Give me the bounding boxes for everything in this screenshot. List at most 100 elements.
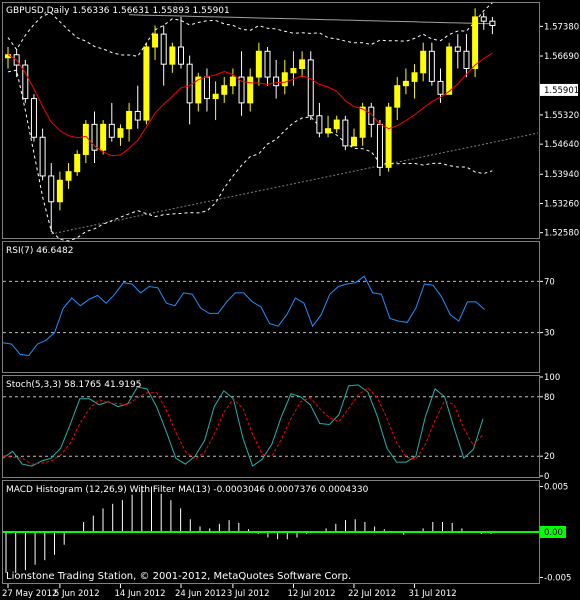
candle-body: [281, 72, 288, 87]
candle-body: [39, 136, 46, 177]
candle-body: [299, 59, 306, 69]
candle-body: [454, 46, 461, 52]
candle-body: [74, 153, 81, 173]
current-price-label: 1.55901: [544, 86, 579, 96]
candle-body: [195, 76, 202, 104]
candle-body: [307, 59, 314, 117]
candle-body: [385, 106, 392, 168]
time-tick-label: 24 Jun 2012: [175, 589, 226, 599]
candle-body: [394, 85, 401, 108]
candle-body: [100, 123, 107, 151]
candle-body: [169, 46, 176, 65]
stoch-header: Stoch(5,3,3) 58.1765 41.9195: [6, 380, 141, 390]
trend-line: [51, 132, 539, 235]
candle-body: [290, 67, 297, 74]
candle-body: [428, 50, 435, 82]
price-tick-label: 1.56690: [544, 52, 579, 62]
candle-body: [186, 63, 193, 104]
stoch-tick-label: 100: [544, 373, 560, 383]
macd-tick-label: 0.005: [544, 483, 568, 493]
main-panel-frame: [2, 2, 540, 239]
candle-body: [472, 16, 479, 69]
price-panel[interactable]: 1.57380 1.56690 1.55320 1.54640 1.53940 1.532…: [5, 2, 580, 242]
rsi-panel[interactable]: 70 30: [2, 275, 555, 357]
candle-body: [420, 50, 427, 74]
time-tick-label: 5 Jun 2012: [54, 589, 100, 599]
long-ma-line: [129, 14, 493, 25]
macd-zero-label: 0.00: [544, 528, 563, 538]
candle-body: [480, 16, 487, 22]
macd-panel[interactable]: 0.005 -0.005 0.00: [3, 483, 571, 584]
candle-body: [143, 46, 150, 121]
candle-body: [212, 93, 219, 100]
candle-body: [411, 72, 418, 82]
candle-body: [316, 115, 323, 134]
stoch-d-line: [2, 387, 484, 465]
price-tick-label: 1.55320: [544, 111, 579, 121]
candle-body: [376, 123, 383, 168]
time-tick-label: 3 Jul 2012: [227, 589, 270, 599]
candle-body: [238, 76, 245, 104]
candle-body: [489, 20, 496, 26]
candle-body: [56, 179, 63, 203]
candle-body: [351, 136, 357, 147]
candle-body: [368, 106, 375, 125]
candle-body: [22, 64, 29, 100]
time-tick-label: 31 Jul 2012: [409, 589, 457, 599]
price-tick-label: 1.57380: [544, 22, 579, 32]
macd-panel-frame: [2, 480, 540, 584]
candle-body: [134, 110, 141, 121]
footer-copyright: Lionstone Trading Station, © 2001-2012, …: [6, 571, 351, 582]
candle-body: [446, 46, 453, 95]
time-tick-label: 27 May 2012: [2, 589, 57, 599]
stoch-tick-label: 20: [544, 452, 555, 462]
candle-body: [126, 110, 133, 130]
candle-body: [152, 33, 159, 48]
upper-band: [7, 2, 493, 57]
candle-body: [255, 50, 262, 78]
time-tick-label: 14 Jun 2012: [114, 589, 165, 599]
stoch-tick-label: 80: [544, 393, 555, 403]
candle-body: [91, 123, 98, 151]
lower-band: [7, 69, 493, 242]
candle-body: [108, 123, 115, 138]
stoch-panel[interactable]: 100 80 20 0: [2, 373, 560, 482]
candle-body: [437, 80, 444, 95]
time-tick-label: 22 Jul 2012: [348, 589, 396, 599]
macd-header: MACD Histogram (12,26,9) With Filter MA(…: [6, 485, 369, 495]
stoch-tick-label: 0: [544, 472, 549, 482]
price-tick-label: 1.54640: [544, 140, 579, 150]
rsi-line: [2, 275, 485, 357]
candle-body: [402, 80, 409, 87]
candle-body: [178, 46, 184, 65]
macd-zero-box: [540, 526, 566, 538]
stoch-k-line: [2, 384, 484, 467]
moving-average-line: [7, 52, 493, 157]
candle-body: [333, 119, 340, 130]
candle-body: [325, 128, 332, 134]
candle-body: [264, 50, 271, 78]
candle-body: [160, 33, 167, 65]
candle-body: [247, 76, 254, 104]
candle-body: [221, 85, 228, 95]
candle-body: [273, 76, 280, 87]
stoch-panel-frame: [2, 375, 540, 478]
price-tick-label: 1.53940: [544, 170, 579, 180]
candle-body: [203, 76, 210, 100]
main-header: GBPUSD,Daily 1.56336 1.56631 1.55893 1.5…: [6, 6, 230, 16]
candle-body: [117, 128, 124, 138]
rsi-tick-label: 30: [544, 329, 555, 339]
candle-body: [463, 50, 470, 69]
rsi-tick-label: 70: [544, 277, 555, 287]
price-tick-label: 1.52580: [544, 229, 579, 239]
candle-body: [342, 119, 349, 147]
rsi-panel-frame: [2, 241, 540, 373]
candle-body: [65, 171, 72, 181]
candle-body: [229, 76, 236, 87]
rsi-header: RSI(7) 46.6482: [6, 246, 73, 256]
candle-body: [30, 98, 37, 138]
candle-body: [359, 106, 366, 138]
macd-tick-label: -0.005: [544, 573, 571, 583]
